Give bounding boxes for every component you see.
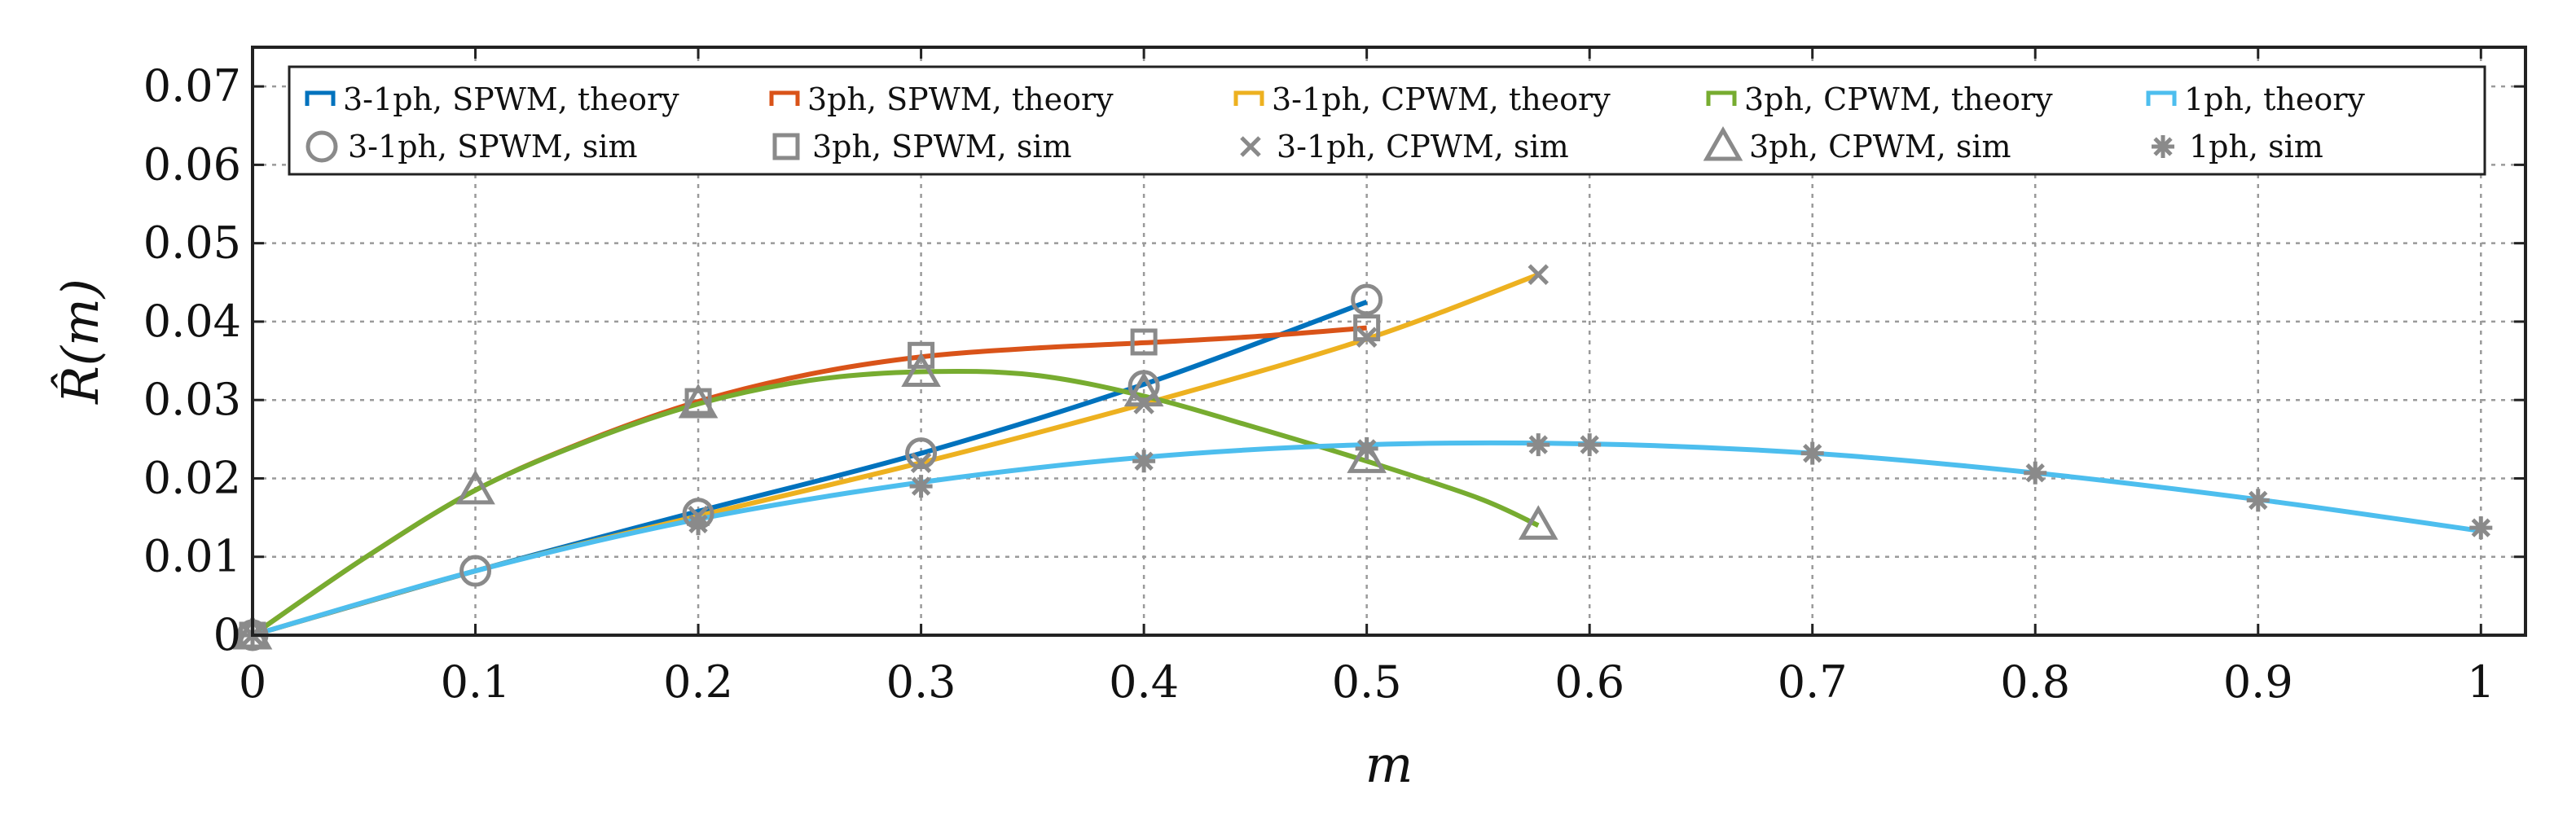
legend-label: 3ph, CPWM, sim bbox=[1749, 129, 2011, 164]
legend-label: 3ph, CPWM, theory bbox=[1744, 81, 2053, 117]
legend-marker bbox=[1240, 136, 1261, 157]
y-tick-label: 0.05 bbox=[143, 217, 241, 269]
ticks bbox=[251, 47, 2525, 637]
legend-entry: 3-1ph, SPWM, theory bbox=[305, 81, 679, 117]
legend-entry: 3-1ph, SPWM, sim bbox=[306, 129, 638, 164]
legend-label: 1ph, theory bbox=[2184, 81, 2365, 117]
data-point-8-5 bbox=[1347, 438, 1387, 473]
legend-label: 1ph, sim bbox=[2189, 129, 2323, 164]
legend-entry: 3ph, SPWM, sim bbox=[772, 129, 1072, 164]
legend-entry: 3ph, SPWM, theory bbox=[769, 81, 1114, 117]
legend: 3-1ph, SPWM, theory 3ph, SPWM, theory 3-1p… bbox=[288, 65, 2486, 176]
data-point-5-1 bbox=[459, 555, 492, 587]
data-point-5-5 bbox=[1351, 283, 1383, 316]
series-markers bbox=[232, 264, 2493, 651]
legend-entry: 3-1ph, CPWM, sim bbox=[1240, 129, 1569, 164]
legend-entry: 1ph, theory bbox=[2146, 81, 2365, 117]
x-tick-label: 0.9 bbox=[2223, 656, 2293, 708]
data-point-6-3 bbox=[1130, 328, 1158, 356]
legend-label: 3-1ph, CPWM, sim bbox=[1277, 129, 1569, 164]
x-tick-label: 0.3 bbox=[886, 656, 956, 708]
legend-entry: 3ph, CPWM, theory bbox=[1706, 81, 2053, 117]
x-tick-label: 0.1 bbox=[441, 656, 511, 708]
legend-entry: 3-1ph, CPWM, theory bbox=[1233, 81, 1611, 117]
data-point-9-9 bbox=[2246, 489, 2270, 512]
data-point-9-2 bbox=[909, 475, 933, 498]
legend-swatch bbox=[769, 90, 800, 106]
data-point-8-3 bbox=[901, 352, 941, 388]
y-axis-title: R̂(m) bbox=[51, 279, 110, 405]
legend-entry: 3ph, CPWM, sim bbox=[1703, 125, 2011, 164]
legend-label: 3-1ph, CPWM, theory bbox=[1272, 81, 1611, 117]
y-tick-label: 0.04 bbox=[143, 296, 241, 347]
data-point-7-4 bbox=[1356, 327, 1378, 348]
data-point-9-5 bbox=[1527, 433, 1550, 457]
x-tick-label: 0.6 bbox=[1554, 656, 1624, 708]
data-point-9-4 bbox=[1355, 436, 1378, 460]
legend-label: 3ph, SPWM, sim bbox=[812, 129, 1072, 164]
legend-marker bbox=[306, 130, 338, 163]
data-point-9-8 bbox=[2024, 461, 2047, 485]
legend-label: 3ph, SPWM, theory bbox=[807, 81, 1114, 117]
y-tick-label: 0 bbox=[213, 609, 241, 660]
legend-entry: 1ph, sim bbox=[2152, 129, 2323, 164]
y-tick-label: 0.07 bbox=[143, 60, 241, 112]
data-point-5-3 bbox=[905, 437, 938, 470]
data-point-8-4 bbox=[1123, 371, 1164, 407]
legend-swatch bbox=[1706, 90, 1737, 106]
legend-swatch bbox=[1233, 90, 1264, 106]
x-tick-label: 1 bbox=[2467, 656, 2495, 708]
plot-frame bbox=[251, 46, 2527, 637]
data-point-8-1 bbox=[455, 469, 495, 505]
data-point-9-7 bbox=[1800, 441, 1824, 465]
legend-swatch bbox=[2146, 90, 2177, 106]
x-tick-label: 0.7 bbox=[1778, 656, 1848, 708]
legend-marker bbox=[772, 133, 800, 160]
x-tick-label: 0.2 bbox=[663, 656, 733, 708]
x-tick-label: 0.5 bbox=[1332, 656, 1402, 708]
y-tick-label: 0.06 bbox=[143, 138, 241, 190]
y-tick-label: 0.01 bbox=[143, 531, 241, 582]
data-point-9-1 bbox=[687, 512, 710, 536]
legend-box bbox=[288, 65, 2486, 176]
data-point-7-5 bbox=[1528, 264, 1550, 285]
data-point-6-2 bbox=[908, 341, 935, 369]
legend-swatch bbox=[305, 90, 336, 106]
series-line-3 bbox=[251, 368, 1540, 638]
tick-labels: 0 0.1 0.2 0.3 0.4 0.5 0.6 0.7 0.8 0.9 1 0 0.01 0.02 0.… bbox=[143, 60, 2495, 708]
y-tick-label: 0.03 bbox=[143, 374, 241, 425]
y-tick-label: 0.02 bbox=[143, 452, 241, 503]
legend-marker bbox=[2152, 135, 2174, 158]
x-axis-title: m bbox=[1365, 735, 1413, 794]
data-point-7-2 bbox=[910, 452, 932, 473]
data-point-9-3 bbox=[1132, 450, 1156, 473]
data-point-8-2 bbox=[678, 383, 719, 419]
data-point-9-6 bbox=[1578, 433, 1602, 457]
x-tick-label: 0.8 bbox=[2000, 656, 2070, 708]
x-tick-label: 0.4 bbox=[1109, 656, 1179, 708]
legend-marker bbox=[1703, 125, 1743, 161]
legend-label: 3-1ph, SPWM, theory bbox=[343, 81, 679, 117]
data-point-8-6 bbox=[1518, 505, 1558, 540]
x-tick-label: 0 bbox=[239, 656, 266, 708]
legend-label: 3-1ph, SPWM, sim bbox=[348, 129, 638, 164]
data-point-9-10 bbox=[2469, 516, 2493, 540]
